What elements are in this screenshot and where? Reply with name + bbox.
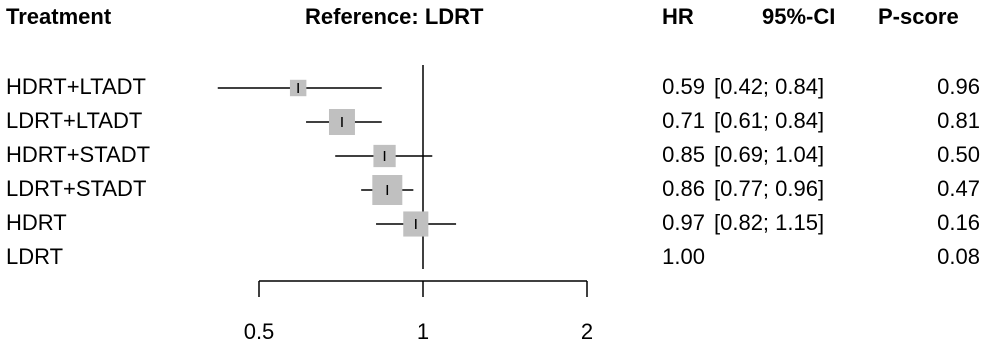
x-axis-tick-label: 0.5 bbox=[244, 319, 275, 344]
row-treatment-label: LDRT bbox=[6, 244, 64, 269]
row-treatment-label: LDRT+STADT bbox=[6, 176, 147, 201]
header-ci: 95%-CI bbox=[762, 4, 836, 29]
row-treatment-label: HDRT+LTADT bbox=[6, 74, 146, 99]
row-ci-value: [0.61; 0.84] bbox=[714, 108, 825, 133]
row-hr-value: 0.85 bbox=[662, 142, 705, 167]
row-ci-value: [0.42; 0.84] bbox=[714, 74, 825, 99]
row-pscore-value: 0.08 bbox=[937, 244, 980, 269]
row-hr-value: 0.86 bbox=[662, 176, 705, 201]
row-ci-value: [0.69; 1.04] bbox=[714, 142, 825, 167]
x-axis-tick-label: 2 bbox=[581, 319, 593, 344]
row-ci-value: [0.82; 1.15] bbox=[714, 210, 825, 235]
row-hr-value: 0.71 bbox=[662, 108, 705, 133]
row-pscore-value: 0.81 bbox=[937, 108, 980, 133]
row-treatment-label: LDRT+LTADT bbox=[6, 108, 143, 133]
header-reference: Reference: LDRT bbox=[305, 4, 484, 29]
header-pscore: P-score bbox=[878, 4, 959, 29]
row-hr-value: 0.59 bbox=[662, 74, 705, 99]
row-ci-value: [0.77; 0.96] bbox=[714, 176, 825, 201]
row-pscore-value: 0.96 bbox=[937, 74, 980, 99]
row-hr-value: 0.97 bbox=[662, 210, 705, 235]
row-pscore-value: 0.47 bbox=[937, 176, 980, 201]
row-pscore-value: 0.50 bbox=[937, 142, 980, 167]
row-pscore-value: 0.16 bbox=[937, 210, 980, 235]
row-treatment-label: HDRT+STADT bbox=[6, 142, 151, 167]
row-treatment-label: HDRT bbox=[6, 210, 67, 235]
header-treatment: Treatment bbox=[6, 4, 112, 29]
x-axis-tick-label: 1 bbox=[417, 319, 429, 344]
row-hr-value: 1.00 bbox=[662, 244, 705, 269]
header-hr: HR bbox=[662, 4, 694, 29]
